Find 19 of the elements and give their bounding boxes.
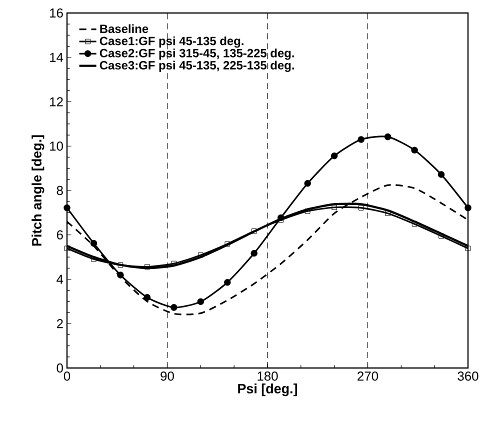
y-tick-label: 16	[50, 8, 63, 18]
y-tick-label: 10	[50, 142, 63, 151]
y-axis-title: Pitch angle [deg.]	[32, 135, 44, 246]
legend-label: Case2:GF psi 315-45, 135-225 deg.	[100, 48, 294, 60]
x-tick-label: 0	[64, 372, 70, 381]
y-tick-label: 0	[56, 363, 63, 373]
x-tick-label: 360	[458, 372, 478, 381]
y-tick-label: 2	[56, 319, 63, 328]
y-tick-label: 6	[56, 230, 63, 240]
x-axis-title: Psi [deg.]	[238, 384, 297, 396]
legend-label: Case1:GF psi 45-135 deg.	[100, 36, 244, 48]
y-tick-label: 12	[50, 97, 63, 106]
x-tick-label: 180	[258, 372, 278, 381]
y-tick-label: 8	[56, 186, 63, 196]
x-tick-label: 270	[358, 372, 378, 381]
y-tick-label: 14	[50, 52, 64, 62]
legend-label: Baseline	[100, 24, 148, 34]
y-tick-label: 4	[56, 274, 64, 284]
x-tick-label: 90	[160, 372, 174, 381]
